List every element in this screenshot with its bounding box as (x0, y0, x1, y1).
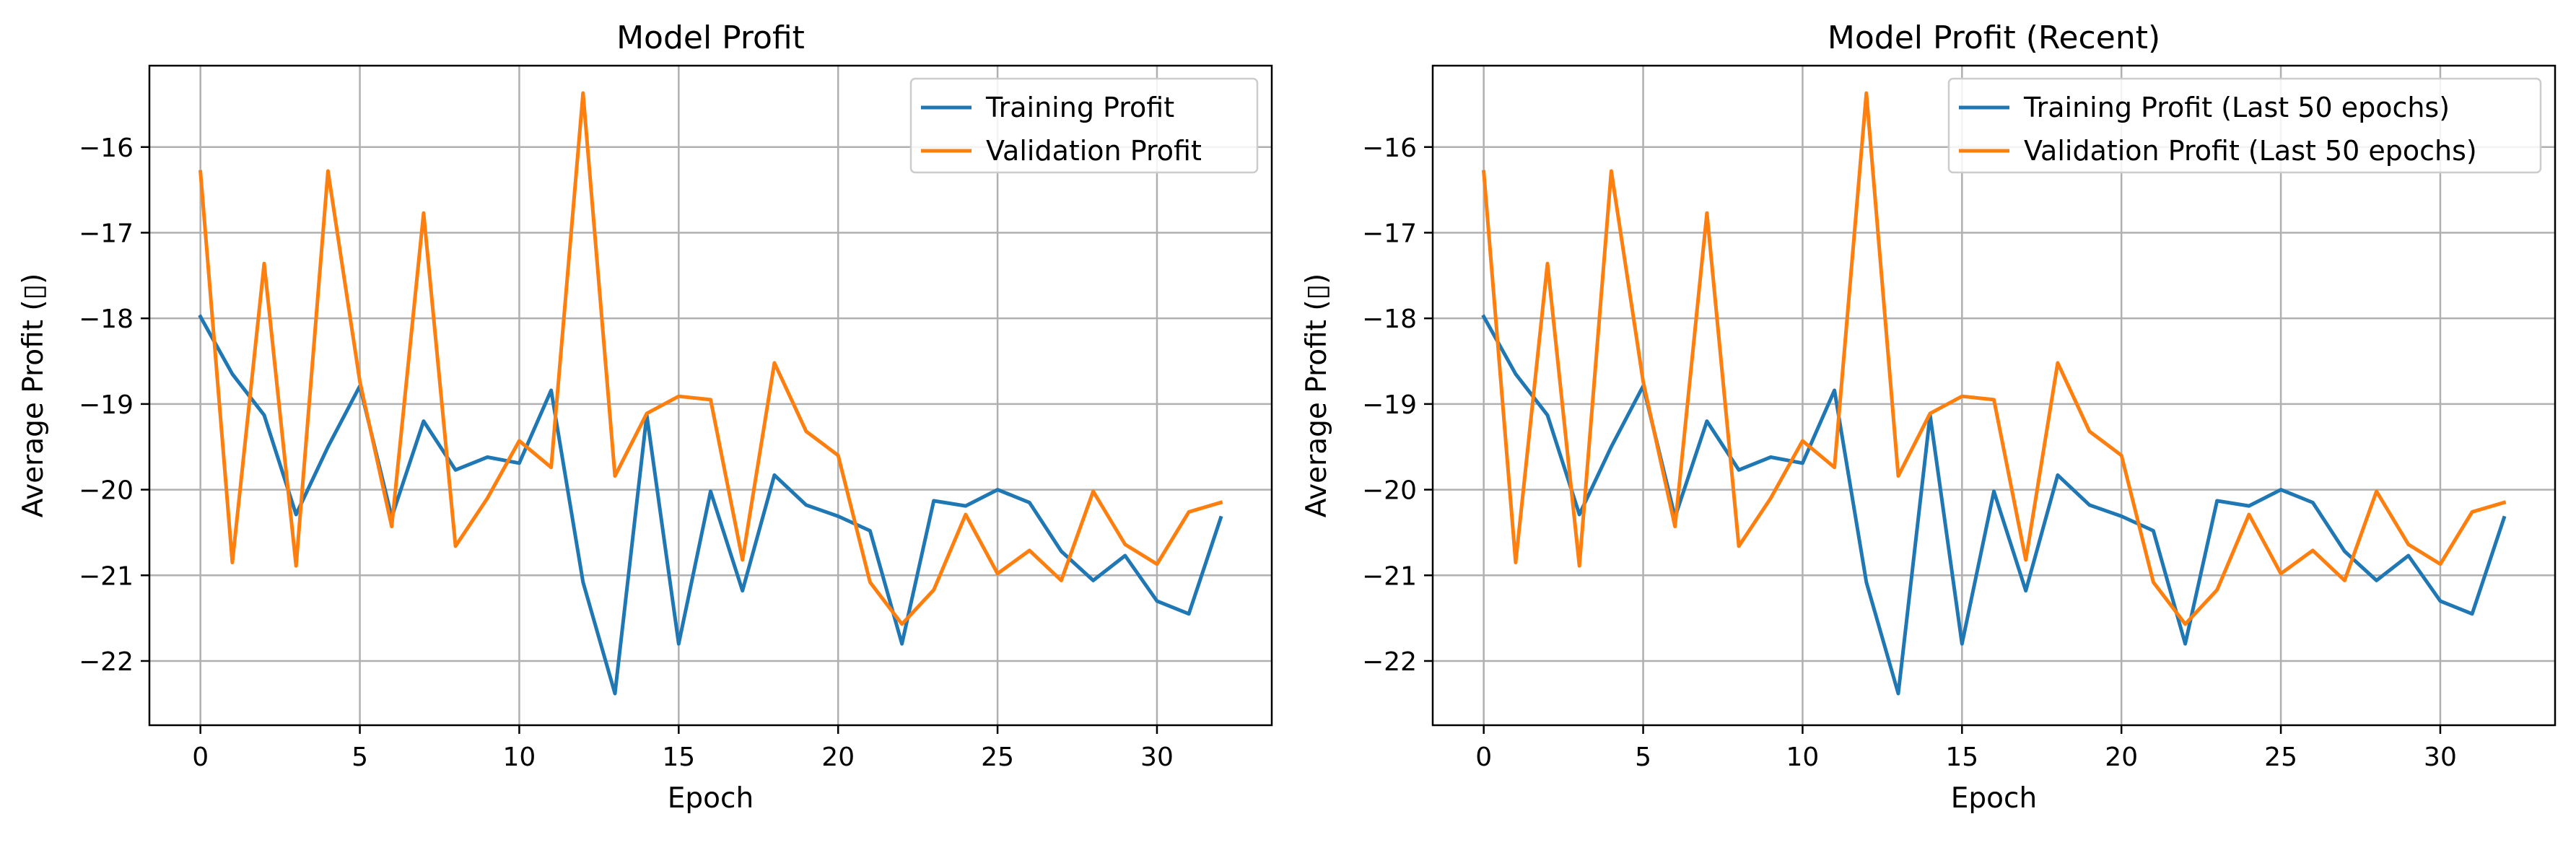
series-line-1 (198, 314, 1223, 696)
y-tick-label: −20 (79, 476, 134, 506)
y-tick-label: −18 (1362, 305, 1417, 334)
y-tick-label: −22 (1362, 647, 1417, 677)
x-axis-label: Epoch (1951, 782, 2037, 815)
y-tick-label: −16 (1362, 133, 1417, 163)
chart-title: Model Profit (616, 19, 805, 56)
x-tick-label: 30 (2424, 743, 2457, 772)
x-tick-label: 0 (192, 743, 209, 772)
x-tick-label: 10 (503, 743, 536, 772)
x-tick-label: 25 (981, 743, 1014, 772)
x-tick-label: 30 (1140, 743, 1174, 772)
y-tick-label: −21 (1362, 561, 1417, 591)
chart-title: Model Profit (Recent) (1828, 19, 2160, 56)
y-tick-label: −17 (79, 219, 134, 248)
chart-panel-1: 0 5 10 15 20 25 30 −16 −17 −18 −19 −20 −21 −22 Model P… (17, 19, 1273, 815)
y-tick-label: −20 (1362, 476, 1417, 506)
y-tick-label: −22 (79, 647, 134, 677)
x-tick-label: 15 (662, 743, 695, 772)
x-tick-label: 5 (352, 743, 368, 772)
x-tick-label: 0 (1475, 743, 1492, 772)
legend-entry-2: Validation Profit (986, 135, 1202, 167)
legend-entry-1: Training Profit (985, 92, 1174, 123)
y-tick-label: −16 (79, 133, 134, 163)
x-tick-label: 20 (821, 743, 855, 772)
y-tick-label: −18 (79, 305, 134, 334)
y-axis-label: Average Profit (▯) (1301, 273, 1333, 518)
x-axis-label: Epoch (668, 782, 754, 815)
x-tick-label: 15 (1945, 743, 1978, 772)
legend-box (1947, 77, 2542, 174)
plot-frame (1431, 64, 2557, 727)
legend: Training Profit (Last 50 epochs) Validati… (1947, 77, 2542, 174)
y-tick-label: −19 (79, 390, 134, 420)
legend-entry-1: Training Profit (Last 50 epochs) (2023, 92, 2450, 123)
plot-frame (148, 64, 1273, 727)
y-axis: −16 −17 −18 −19 −20 −21 −22 (79, 133, 149, 677)
series-line-1 (1481, 314, 2507, 696)
x-tick-label: 5 (1635, 743, 1651, 772)
chart-panel-2: 0 5 10 15 20 25 30 −16 −17 −18 −19 −20 −21 −22 Model P… (1301, 19, 2557, 815)
legend-entry-2: Validation Profit (Last 50 epochs) (2024, 135, 2477, 167)
x-tick-label: 20 (2105, 743, 2138, 772)
x-axis: 0 5 10 15 20 25 30 (192, 725, 1174, 772)
y-axis-label: Average Profit (▯) (17, 273, 50, 518)
legend: Training Profit Validation Profit (909, 77, 1259, 174)
legend-box (909, 77, 1259, 174)
grid (149, 66, 1272, 725)
x-tick-label: 10 (1786, 743, 1820, 772)
series-line-2 (1482, 91, 2507, 626)
x-axis: 0 5 10 15 20 25 30 (1475, 725, 2457, 772)
x-tick-label: 25 (2264, 743, 2297, 772)
y-axis: −16 −17 −18 −19 −20 −21 −22 (1362, 133, 1433, 677)
y-tick-label: −21 (79, 561, 134, 591)
y-tick-label: −17 (1362, 219, 1417, 248)
series-line-2 (198, 91, 1223, 626)
y-tick-label: −19 (1362, 390, 1417, 420)
